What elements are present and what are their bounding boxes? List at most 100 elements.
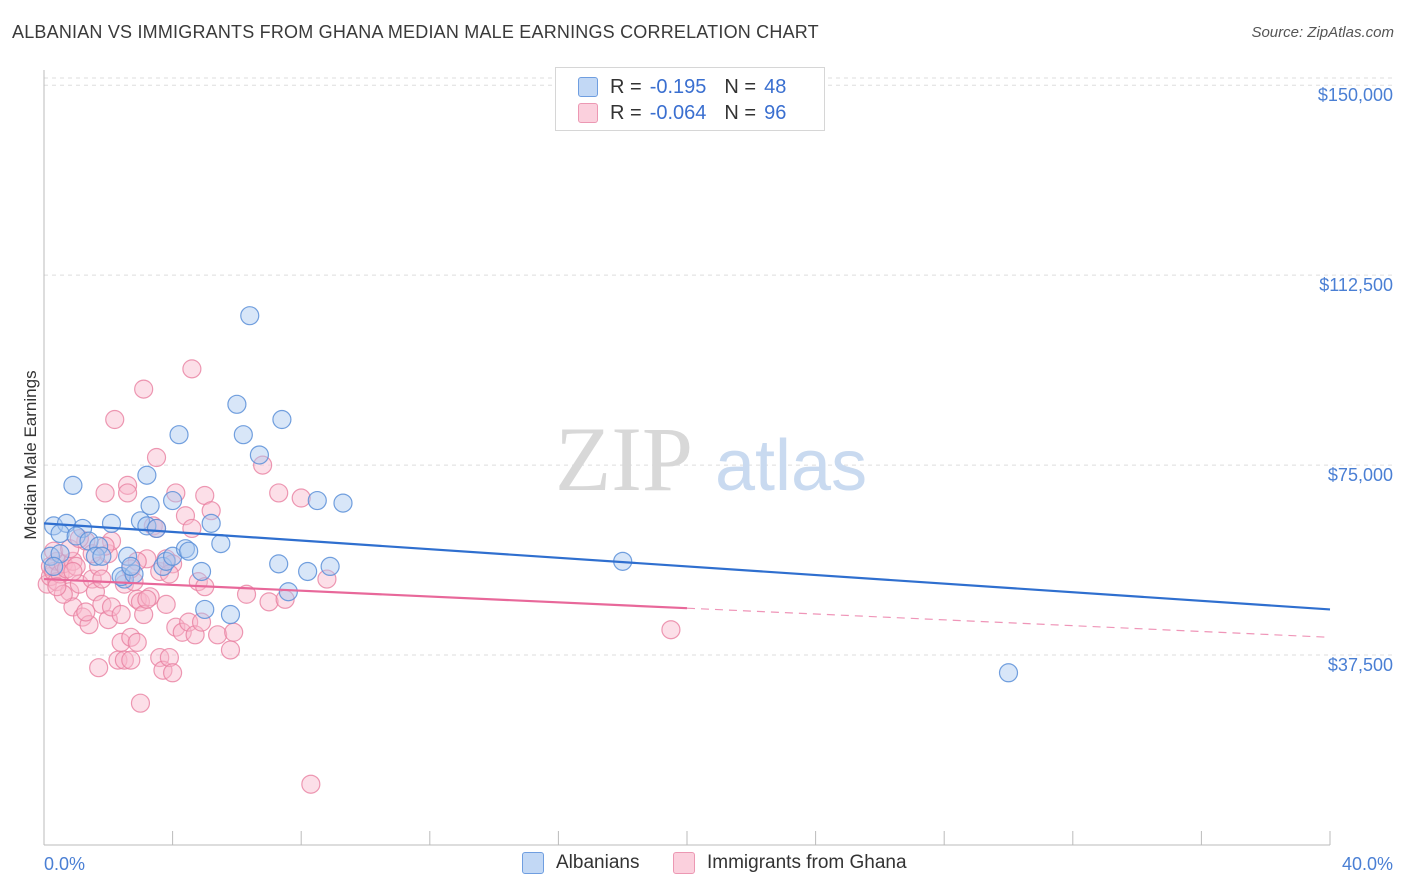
stats-legend: R = -0.195 N = 48 R = -0.064 N = 96: [555, 67, 825, 131]
ghana-trend-line: [43, 577, 688, 610]
legend-n-value: 48: [764, 75, 787, 98]
legend-n-value: 96: [764, 101, 787, 124]
albanian-point: [272, 409, 292, 430]
ghana-point: [269, 483, 289, 503]
albanian-point: [195, 599, 215, 620]
ghana-point: [79, 615, 99, 635]
legend-r-label: R =: [610, 101, 642, 124]
albanian-point: [63, 475, 83, 495]
trend-lines: [43, 522, 1331, 638]
ghana-point: [101, 597, 122, 617]
albanian-point: [121, 556, 141, 577]
ghana-point: [95, 483, 115, 503]
albanian-point: [191, 561, 212, 582]
bottom-legend-label-ghana: Immigrants from Ghana: [707, 852, 907, 873]
watermark-atlas: atlas: [715, 426, 867, 506]
albanian-point: [156, 551, 176, 571]
albanian-point: [85, 546, 106, 566]
albanian-point: [240, 306, 260, 326]
ghana-point: [134, 379, 154, 399]
ghana-point: [72, 607, 93, 627]
legend-r-label: R =: [610, 75, 642, 98]
albanian-point: [50, 523, 70, 544]
y-tick-label: $112,500: [1319, 275, 1393, 295]
ghana-point: [127, 551, 147, 571]
albanian-point: [137, 465, 157, 485]
albanian-point: [269, 554, 289, 574]
ghana-point: [117, 483, 138, 503]
ghana-point: [182, 359, 202, 379]
albanian-point: [163, 490, 183, 511]
albanian-point: [153, 556, 173, 577]
albanian-point: [92, 546, 112, 566]
ghana-point: [76, 602, 96, 622]
legend-row-albanians: R = -0.195 N = 48: [578, 75, 786, 99]
albanian-point: [333, 493, 353, 513]
bottom-legend-albanians: Albanians: [522, 851, 639, 875]
albanian-point: [227, 394, 247, 414]
axes: [43, 70, 1331, 846]
ghana-point: [140, 587, 160, 607]
ghana-point: [121, 650, 141, 670]
ghana-point: [111, 604, 131, 625]
ghana-point: [85, 582, 106, 602]
albanian-point: [211, 534, 231, 554]
ghana-point: [163, 663, 183, 683]
ghana-point: [53, 584, 73, 604]
ghana-point: [175, 506, 196, 526]
ghana-point: [98, 609, 118, 630]
albanian-point: [220, 604, 241, 625]
ghana-points: [37, 359, 681, 794]
legend-swatch-blue: [578, 77, 598, 97]
ghana-point: [127, 632, 147, 652]
x-tick-label-max: 40.0%: [1342, 854, 1393, 874]
ghana-point: [185, 625, 205, 645]
albanian-point: [233, 425, 253, 445]
ghana-point: [134, 604, 154, 625]
legend-swatch-pink: [578, 103, 598, 123]
albanian-point: [201, 513, 221, 533]
albanian-point: [169, 425, 189, 445]
ghana-point: [661, 620, 681, 640]
legend-n-label: N =: [724, 101, 757, 124]
y-tick-label: $75,000: [1328, 465, 1393, 485]
albanian-point: [179, 541, 199, 561]
ghana-point: [236, 584, 257, 604]
ghana-trend-line-extension: [686, 607, 1331, 638]
watermark: ZIP atlas: [555, 408, 867, 510]
axis-labels: $37,500 $75,000 $112,500 $150,000 0.0% 40.0% M…: [21, 85, 1393, 874]
ghana-point: [63, 597, 83, 617]
ghana-point: [130, 693, 151, 713]
albanian-point: [66, 526, 86, 546]
chart-title: ALBANIAN VS IMMIGRANTS FROM GHANA MEDIAN…: [12, 22, 819, 42]
ghana-point: [224, 622, 244, 642]
albanian-point: [298, 561, 318, 582]
legend-r-value: -0.064: [649, 101, 707, 124]
source-label: Source: ZipAtlas.com: [1251, 24, 1394, 41]
watermark-zip: ZIP: [555, 408, 693, 510]
ghana-point: [114, 650, 134, 670]
albanian-point: [249, 445, 270, 465]
y-tick-label: $37,500: [1328, 655, 1393, 675]
albanian-point: [72, 518, 93, 539]
ghana-point: [301, 774, 321, 794]
albanian-point: [140, 496, 160, 516]
ghana-point: [121, 627, 141, 647]
ghana-point: [156, 594, 176, 614]
ghana-point: [317, 569, 337, 589]
ghana-point: [117, 475, 138, 495]
ghana-point: [82, 569, 102, 589]
albanian-point: [44, 556, 64, 577]
ghana-point: [259, 592, 279, 612]
bottom-legend-swatch-blue: [522, 852, 544, 874]
ghana-point: [146, 447, 167, 468]
albanian-trend-line: [43, 522, 1331, 611]
albanian-point: [278, 582, 298, 602]
bottom-legend-label-albanians: Albanians: [556, 852, 640, 873]
y-tick-label: $150,000: [1318, 85, 1393, 105]
legend-n-label: N =: [724, 75, 757, 98]
ghana-point: [150, 647, 170, 668]
ghana-point: [220, 640, 241, 660]
albanian-point: [50, 544, 70, 564]
